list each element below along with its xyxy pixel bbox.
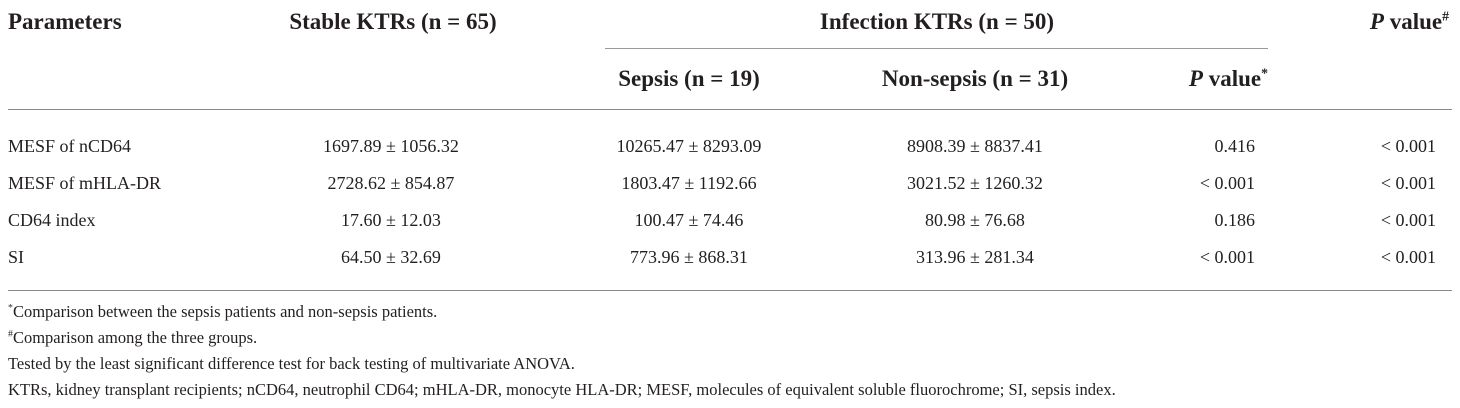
footnote-hash-text: Comparison among the three groups.: [12, 328, 258, 347]
footnote-star-mark: *: [8, 302, 13, 314]
header-parameters: Parameters: [8, 9, 122, 34]
row-4-stable: 64.50 ± 32.69: [341, 247, 441, 267]
row-4-sepsis: 773.96 ± 868.31: [630, 247, 748, 267]
row-3-sepsis: 100.47 ± 74.46: [634, 210, 744, 230]
p-italic: P: [1369, 9, 1384, 34]
footnote-hash: #Comparison among the three groups.: [8, 328, 257, 348]
footnote-hash-mark: #: [8, 328, 13, 340]
row-3-p-overall: < 0.001: [1380, 210, 1436, 230]
header-infection-ktrs: Infection KTRs (n = 50): [819, 9, 1055, 34]
row-1-non-sepsis: 8908.39 ± 8837.41: [907, 136, 1043, 156]
row-2-p-sepsis: < 0.001: [1199, 173, 1255, 193]
row-4-non-sepsis: 313.96 ± 281.34: [916, 247, 1034, 267]
results-table: Parameters Stable KTRs (n = 65) Infectio…: [8, 0, 1452, 408]
footnote-star: *Comparison between the sepsis patients …: [8, 302, 437, 322]
row-2-parameter: MESF of mHLA-DR: [8, 173, 162, 193]
row-3-stable: 17.60 ± 12.03: [341, 210, 441, 230]
value-word: value: [1383, 9, 1443, 34]
row-1-parameter: MESF of nCD64: [8, 136, 132, 156]
row-2-non-sepsis: 3021.52 ± 1260.32: [907, 173, 1043, 193]
row-2-stable: 2728.62 ± 854.87: [327, 173, 455, 193]
value-word: value: [1202, 66, 1262, 91]
footnote-star-text: Comparison between the sepsis patients a…: [12, 302, 438, 321]
row-3-parameter: CD64 index: [8, 210, 96, 230]
row-3-p-sepsis: 0.186: [1214, 210, 1256, 230]
header-sepsis: Sepsis (n = 19): [618, 66, 760, 91]
infection-span-rule: [605, 48, 1268, 49]
row-1-sepsis: 10265.47 ± 8293.09: [616, 136, 762, 156]
header-p-value-overall: P value#: [1370, 9, 1449, 35]
table-bottom-rule: [8, 290, 1452, 291]
row-4-p-overall: < 0.001: [1380, 247, 1436, 267]
header-p-value-sepsis: P value*: [1189, 66, 1268, 92]
header-bottom-rule: [8, 109, 1452, 110]
row-1-p-sepsis: 0.416: [1214, 136, 1256, 156]
star-mark: *: [1261, 65, 1268, 81]
header-non-sepsis: Non-sepsis (n = 31): [881, 66, 1069, 91]
footnote-test: Tested by the least significant differen…: [8, 354, 575, 373]
row-1-stable: 1697.89 ± 1056.32: [323, 136, 459, 156]
header-stable-ktrs: Stable KTRs (n = 65): [289, 9, 497, 34]
row-2-p-overall: < 0.001: [1380, 173, 1436, 193]
row-4-parameter: SI: [8, 247, 25, 267]
row-2-sepsis: 1803.47 ± 1192.66: [621, 173, 757, 193]
hash-mark: #: [1442, 8, 1449, 24]
row-3-non-sepsis: 80.98 ± 76.68: [925, 210, 1025, 230]
row-4-p-sepsis: < 0.001: [1199, 247, 1255, 267]
row-1-p-overall: < 0.001: [1380, 136, 1436, 156]
p-italic: P: [1188, 66, 1203, 91]
footnote-abbreviations: KTRs, kidney transplant recipients; nCD6…: [8, 380, 1116, 399]
